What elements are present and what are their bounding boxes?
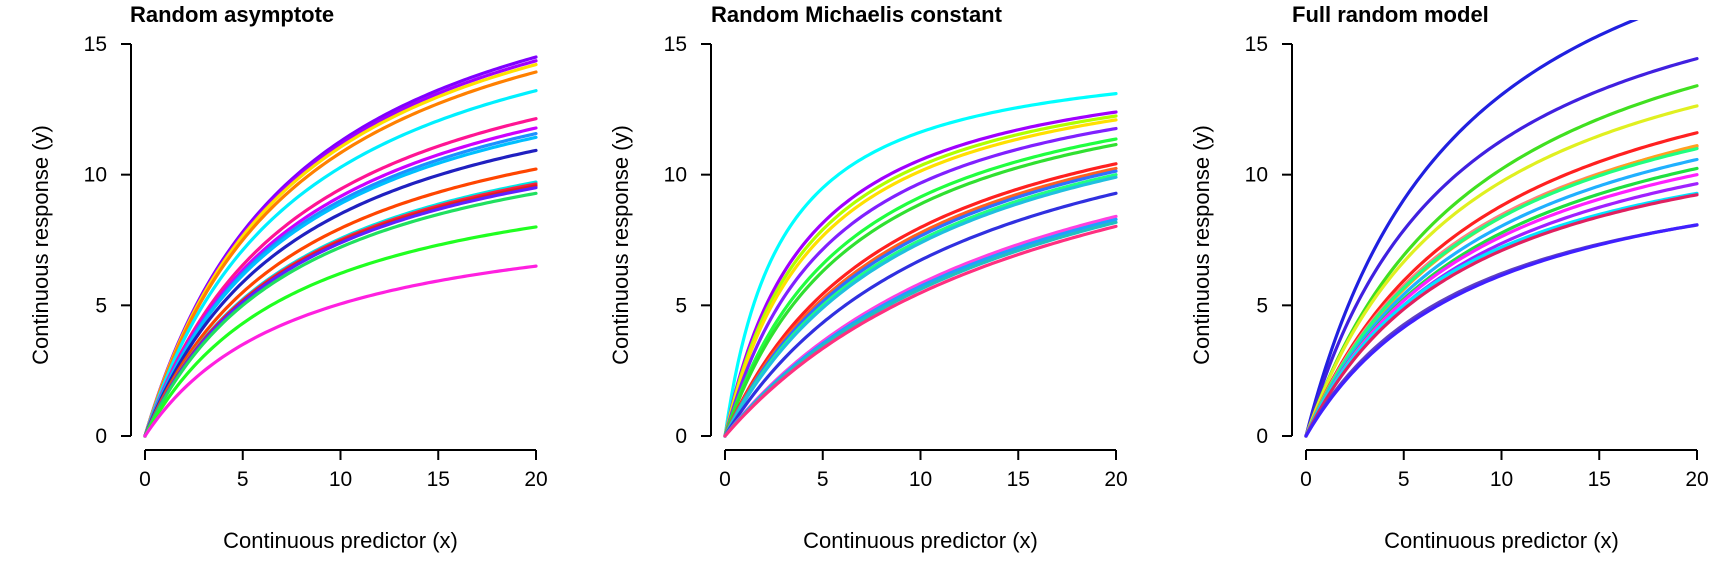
y-tick-label: 0 xyxy=(95,425,107,448)
chart-panel: Random asymptote 0 5 10 15 20 0 5 10 15 Continuous… xyxy=(28,2,548,553)
series-line xyxy=(143,89,538,438)
x-tick-label: 5 xyxy=(237,468,249,491)
series-line xyxy=(1304,131,1699,438)
x-tick-label: 5 xyxy=(1398,468,1410,491)
x-tick-label: 0 xyxy=(1300,468,1312,491)
x-tick-label: 0 xyxy=(719,468,731,491)
series-group xyxy=(723,92,1118,438)
series-line xyxy=(723,114,1118,438)
series-line xyxy=(143,225,538,438)
series-line xyxy=(723,126,1118,438)
series-line xyxy=(723,118,1118,438)
x-tick-label: 5 xyxy=(817,468,829,491)
y-tick-label: 5 xyxy=(95,294,107,317)
series-line xyxy=(143,186,538,438)
series-line xyxy=(1304,191,1699,438)
chart-title: Random Michaelis constant xyxy=(711,2,1003,27)
series-line xyxy=(723,175,1118,438)
series-line xyxy=(723,162,1118,438)
x-tick-label: 0 xyxy=(139,468,151,491)
series-line xyxy=(1304,20,1639,438)
series-line xyxy=(143,191,538,438)
series-line xyxy=(723,220,1118,438)
series-line xyxy=(143,182,538,438)
y-tick-label: 15 xyxy=(84,33,107,56)
y-tick-label: 0 xyxy=(675,425,687,448)
x-tick-label: 10 xyxy=(909,468,932,491)
series-line xyxy=(723,217,1118,438)
series-line xyxy=(143,167,538,438)
chart-title: Random asymptote xyxy=(130,2,334,27)
y-tick-label: 15 xyxy=(664,33,687,56)
series-line xyxy=(143,180,538,438)
series-line xyxy=(1304,223,1699,438)
y-tick-label: 10 xyxy=(1245,164,1268,187)
series-line xyxy=(723,137,1118,438)
x-axis-label: Continuous predictor (x) xyxy=(223,528,458,553)
x-axis-label: Continuous predictor (x) xyxy=(803,528,1038,553)
y-tick-label: 15 xyxy=(1245,33,1268,56)
x-tick-label: 20 xyxy=(1104,468,1127,491)
x-tick-label: 10 xyxy=(329,468,352,491)
series-line xyxy=(143,126,538,438)
series-line xyxy=(1304,147,1699,438)
series-line xyxy=(723,191,1118,438)
series-line xyxy=(143,117,538,438)
series-line xyxy=(723,224,1118,438)
y-axis-label: Continuous response (y) xyxy=(608,125,633,365)
series-group xyxy=(1304,20,1699,438)
x-tick-label: 15 xyxy=(427,468,450,491)
series-line xyxy=(143,62,538,438)
x-tick-label: 15 xyxy=(1007,468,1030,491)
x-tick-label: 20 xyxy=(524,468,547,491)
x-axis-label: Continuous predictor (x) xyxy=(1384,528,1619,553)
series-line xyxy=(723,110,1118,438)
y-tick-label: 10 xyxy=(84,164,107,187)
series-line xyxy=(143,184,538,438)
series-line xyxy=(1304,57,1699,438)
series-line xyxy=(1304,84,1699,438)
series-line xyxy=(1304,193,1699,438)
y-tick-label: 5 xyxy=(675,294,687,317)
y-tick-label: 10 xyxy=(664,164,687,187)
series-line xyxy=(1304,104,1699,438)
x-tick-label: 20 xyxy=(1685,468,1708,491)
chart-title: Full random model xyxy=(1292,2,1489,27)
y-axis-label: Continuous response (y) xyxy=(28,125,53,365)
series-line xyxy=(1304,157,1699,438)
series-line xyxy=(723,142,1118,438)
series-line xyxy=(143,264,538,438)
chart-panel: Full random model 0 5 10 15 20 0 5 10 15 Continuou… xyxy=(1189,2,1709,553)
series-line xyxy=(143,135,538,438)
series-line xyxy=(143,148,538,438)
series-group xyxy=(143,55,538,438)
chart-panel: Random Michaelis constant 0 5 10 15 20 0 5 10 15 C… xyxy=(608,2,1128,553)
series-line xyxy=(723,173,1118,438)
x-tick-label: 10 xyxy=(1490,468,1513,491)
series-line xyxy=(143,132,538,438)
x-tick-label: 15 xyxy=(1588,468,1611,491)
y-tick-label: 5 xyxy=(1256,294,1268,317)
series-line xyxy=(723,214,1118,438)
series-line xyxy=(1304,173,1699,438)
y-axis-label: Continuous response (y) xyxy=(1189,125,1214,365)
series-line xyxy=(723,169,1118,438)
series-line xyxy=(143,70,538,438)
series-line xyxy=(723,92,1118,438)
y-tick-label: 0 xyxy=(1256,425,1268,448)
